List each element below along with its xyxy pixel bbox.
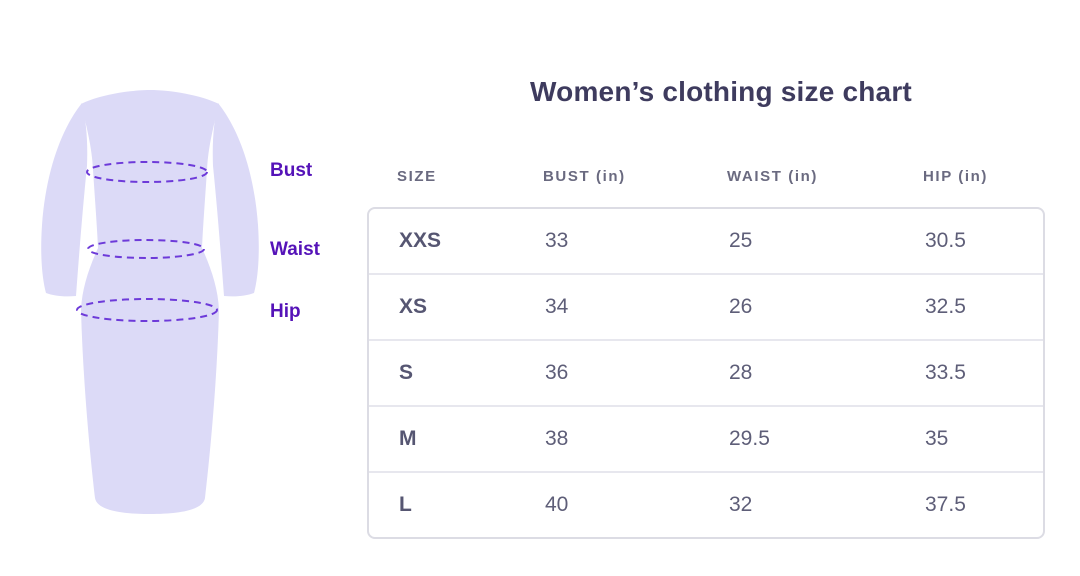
- table-row: S 36 28 33.5: [369, 339, 1043, 405]
- dress-sleeve-left: [41, 103, 88, 297]
- cell-hip: 32.5: [925, 295, 966, 318]
- column-header-hip: HIP (in): [923, 167, 989, 185]
- cell-bust: 40: [545, 493, 569, 516]
- cell-size: L: [399, 493, 412, 516]
- cell-waist: 25: [729, 229, 753, 252]
- label-hip: Hip: [270, 301, 301, 322]
- column-header-bust: BUST (in): [543, 167, 626, 185]
- cell-hip: 33.5: [925, 361, 966, 384]
- cell-waist: 26: [729, 295, 753, 318]
- label-waist: Waist: [270, 239, 320, 260]
- cell-waist: 29.5: [729, 427, 770, 450]
- cell-size: S: [399, 361, 414, 384]
- dress-illustration: [41, 90, 259, 514]
- table-row: XS 34 26 32.5: [369, 273, 1043, 339]
- size-table: SIZE BUST (in) WAIST (in) HIP (in) XXS 3…: [367, 150, 1045, 539]
- cell-bust: 38: [545, 427, 569, 450]
- cell-size: M: [399, 427, 417, 450]
- cell-waist: 28: [729, 361, 753, 384]
- column-header-size: SIZE: [397, 167, 437, 185]
- table-row: M 38 29.5 35: [369, 405, 1043, 471]
- table-row: XXS 33 25 30.5: [369, 209, 1043, 273]
- column-header-waist: WAIST (in): [727, 167, 818, 185]
- bust-measure-line: [86, 161, 208, 183]
- label-bust: Bust: [270, 160, 313, 181]
- dress-silhouette-body: [81, 90, 219, 514]
- cell-bust: 33: [545, 229, 569, 252]
- cell-bust: 34: [545, 295, 569, 318]
- cell-hip: 35: [925, 427, 949, 450]
- waist-measure-line: [87, 239, 205, 259]
- cell-bust: 36: [545, 361, 569, 384]
- hip-measure-line: [76, 298, 218, 322]
- cell-size: XS: [399, 295, 428, 318]
- table-body: XXS 33 25 30.5 XS 34 26 32.5 S 36 28 33.…: [367, 207, 1045, 539]
- cell-size: XXS: [399, 229, 442, 252]
- table-header-row: SIZE BUST (in) WAIST (in) HIP (in): [367, 150, 1045, 202]
- table-row: L 40 32 37.5: [369, 471, 1043, 537]
- page-title: Women’s clothing size chart: [530, 76, 912, 107]
- cell-waist: 32: [729, 493, 753, 516]
- cell-hip: 30.5: [925, 229, 966, 252]
- cell-hip: 37.5: [925, 493, 966, 516]
- dress-sleeve-right: [212, 103, 259, 297]
